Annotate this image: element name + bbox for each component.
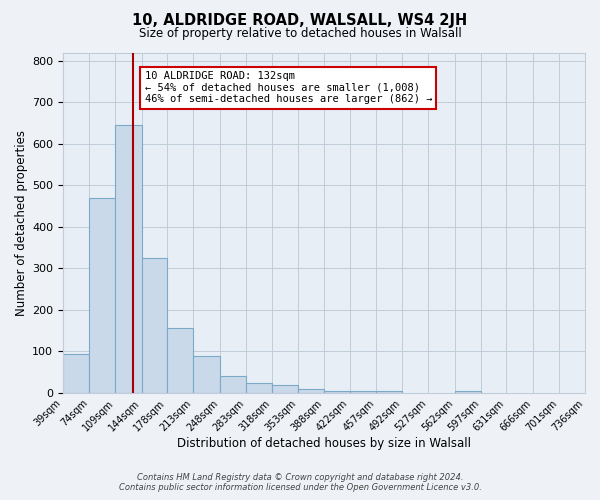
- Bar: [298, 389, 325, 393]
- Text: Contains HM Land Registry data © Crown copyright and database right 2024.
Contai: Contains HM Land Registry data © Crown c…: [119, 473, 481, 492]
- Bar: [115, 125, 142, 393]
- Bar: [246, 382, 272, 393]
- Bar: [63, 354, 89, 393]
- Bar: [167, 328, 193, 393]
- Bar: [193, 356, 220, 393]
- Text: 10, ALDRIDGE ROAD, WALSALL, WS4 2JH: 10, ALDRIDGE ROAD, WALSALL, WS4 2JH: [133, 12, 467, 28]
- Bar: [350, 391, 376, 393]
- Bar: [455, 391, 481, 393]
- Y-axis label: Number of detached properties: Number of detached properties: [15, 130, 28, 316]
- Bar: [376, 391, 402, 393]
- Bar: [89, 198, 115, 393]
- Bar: [325, 391, 350, 393]
- Text: Size of property relative to detached houses in Walsall: Size of property relative to detached ho…: [139, 28, 461, 40]
- Text: 10 ALDRIDGE ROAD: 132sqm
← 54% of detached houses are smaller (1,008)
46% of sem: 10 ALDRIDGE ROAD: 132sqm ← 54% of detach…: [145, 71, 432, 104]
- Bar: [272, 386, 298, 393]
- Bar: [142, 258, 167, 393]
- Bar: [220, 376, 246, 393]
- X-axis label: Distribution of detached houses by size in Walsall: Distribution of detached houses by size …: [177, 437, 471, 450]
